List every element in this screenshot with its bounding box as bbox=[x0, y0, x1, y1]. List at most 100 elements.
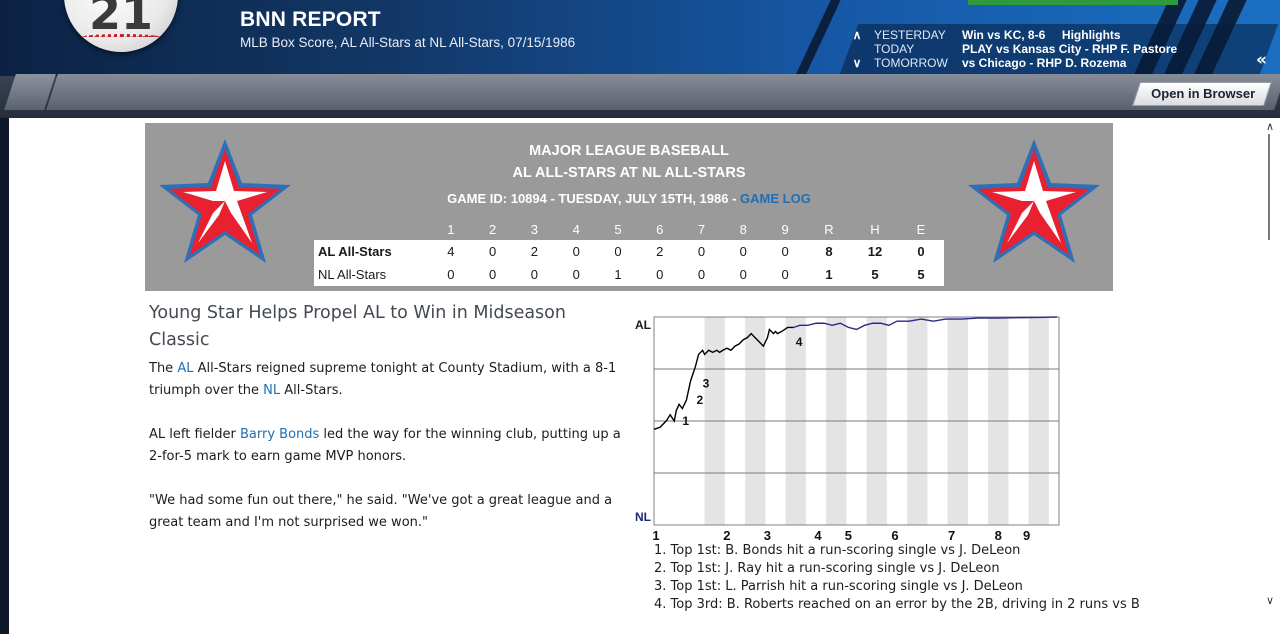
linescore-inning-runs: 0 bbox=[722, 240, 765, 263]
linescore-inning-runs: 0 bbox=[680, 263, 723, 286]
chart-inning-tick-label: 5 bbox=[845, 528, 852, 543]
linescore-header-inning: 2 bbox=[471, 218, 514, 240]
scoring-plays-list: 1. Top 1st: B. Bonds hit a run-scoring s… bbox=[654, 542, 1214, 614]
linescore-inning-runs: 0 bbox=[638, 263, 681, 286]
article-headline: Young Star Helps Propel AL to Win in Mid… bbox=[149, 303, 566, 350]
linescore-inning-runs: 2 bbox=[638, 240, 681, 263]
linescore-team-name[interactable]: AL All-Stars bbox=[314, 240, 430, 263]
app-header: 21 BNN REPORT MLB Box Score, AL All-Star… bbox=[0, 0, 1280, 76]
report-content: MAJOR LEAGUE BASEBALL AL ALL-STARS AT NL… bbox=[9, 118, 1260, 634]
linescore-inning-runs: 1 bbox=[597, 263, 639, 286]
scroll-down-icon[interactable]: ∨ bbox=[1265, 594, 1275, 607]
game-info: GAME ID: 10894 - TUESDAY, JULY 15TH, 198… bbox=[145, 191, 1113, 206]
linescore-row-away: AL All-Stars 4 0 2 0 0 2 0 0 0 8 12 0 bbox=[314, 240, 944, 263]
linescore-header-inning: 4 bbox=[555, 218, 598, 240]
linescore-header-inning: 7 bbox=[680, 218, 723, 240]
chart-frame bbox=[653, 316, 1060, 526]
chart-inning-tick-label: 8 bbox=[995, 528, 1002, 543]
all-star-star-icon bbox=[964, 135, 1104, 269]
chart-annotation-label: 4 bbox=[796, 335, 803, 349]
chart-inning-tick-label: 4 bbox=[814, 528, 822, 543]
article-text: AL left fielder bbox=[149, 427, 240, 442]
linescore-inning-runs: 0 bbox=[471, 240, 514, 263]
scoring-play: 4. Top 3rd: B. Roberts reached on an err… bbox=[654, 597, 1140, 612]
linescore-header-row: 1 2 3 4 5 6 7 8 9 R H E bbox=[314, 218, 944, 240]
page-subtitle: MLB Box Score, AL All-Stars at NL All-St… bbox=[240, 35, 576, 50]
schedule-value[interactable]: vs Chicago - RHP D. Rozema bbox=[962, 56, 1127, 70]
linescore-header-hits: H bbox=[852, 218, 898, 240]
article: Young Star Helps Propel AL to Win in Mid… bbox=[149, 300, 621, 556]
chart-inning-tick-label: 1 bbox=[652, 528, 659, 543]
chart-inning-ticks: 1 2 3 4 5 6 7 8 9 bbox=[652, 528, 1030, 543]
article-text: All-Stars reigned supreme tonight at Cou… bbox=[149, 361, 617, 398]
league-title: MAJOR LEAGUE BASEBALL bbox=[529, 143, 729, 159]
linescore-header-runs: R bbox=[806, 218, 852, 240]
linescore-inning-runs: 0 bbox=[764, 240, 806, 263]
collapse-double-chevron-icon[interactable]: « bbox=[1256, 50, 1267, 70]
article-text: led the way for the winning club, puttin… bbox=[149, 427, 621, 464]
scroll-up-icon[interactable]: ∧ bbox=[1265, 120, 1275, 133]
chevron-up-icon[interactable]: ∧ bbox=[852, 28, 862, 42]
linescore-team-name[interactable]: NL All-Stars bbox=[314, 263, 430, 286]
linescore-header-inning: 6 bbox=[638, 218, 681, 240]
linescore-inning-runs: 0 bbox=[555, 240, 598, 263]
schedule-day: YESTERDAY bbox=[874, 28, 946, 42]
player-link-barry-bonds[interactable]: Barry Bonds bbox=[239, 427, 320, 442]
chevron-down-icon[interactable]: ∨ bbox=[852, 56, 862, 70]
team-link-nl[interactable]: NL bbox=[263, 383, 281, 398]
linescore-total-hits: 5 bbox=[852, 263, 898, 286]
team-link-al[interactable]: AL bbox=[177, 361, 194, 376]
all-star-star-icon bbox=[155, 135, 295, 269]
chart-inning-tick-label: 3 bbox=[764, 528, 771, 543]
scrollbar[interactable]: ∧ ∨ bbox=[1260, 118, 1280, 634]
linescore-header-inning: 3 bbox=[513, 218, 556, 240]
scrollbar-thumb[interactable] bbox=[1268, 134, 1270, 240]
game-logo[interactable]: 21 bbox=[64, 0, 178, 52]
scoring-play: 2. Top 1st: J. Ray hit a run-scoring sin… bbox=[654, 561, 1000, 576]
open-in-browser-label: Open in Browser bbox=[1151, 86, 1256, 101]
linescore-inning-runs: 2 bbox=[513, 240, 556, 263]
linescore-header-team bbox=[314, 218, 430, 240]
header-stripe bbox=[788, 0, 846, 76]
linescore-total-runs: 8 bbox=[806, 240, 852, 263]
schedule-day: TOMORROW bbox=[874, 56, 948, 70]
linescore-inning-runs: 0 bbox=[722, 263, 765, 286]
matchup-title: AL ALL-STARS AT NL ALL-STARS bbox=[512, 165, 746, 181]
linescore-inning-runs: 0 bbox=[471, 263, 514, 286]
chart-inning-tick-label: 7 bbox=[948, 528, 955, 543]
linescore-total-runs: 1 bbox=[806, 263, 852, 286]
chart-series bbox=[653, 316, 1057, 430]
linescore-header-inning: 1 bbox=[430, 218, 472, 240]
chart-inning-tick-label: 2 bbox=[723, 528, 730, 543]
linescore-header-inning: 9 bbox=[764, 218, 806, 240]
linescore-row-home: NL All-Stars 0 0 0 0 1 0 0 0 0 1 5 5 bbox=[314, 263, 944, 286]
article-paragraph: The AL All-Stars reigned supreme tonight… bbox=[149, 358, 621, 402]
linescore-total-errors: 0 bbox=[898, 240, 944, 263]
article-paragraph: "We had some fun out there," he said. "W… bbox=[149, 493, 613, 530]
game-info-text: GAME ID: 10894 - TUESDAY, JULY 15TH, 198… bbox=[447, 191, 741, 206]
header-accent-bar bbox=[968, 0, 1178, 5]
chart-annotation-label: 1 bbox=[682, 414, 689, 428]
toolbar bbox=[0, 74, 1280, 118]
schedule-value[interactable]: Win vs KC, 8-6 Highlights bbox=[962, 28, 1121, 42]
baseball-seam-icon bbox=[82, 34, 160, 40]
chart-annotation-label: 3 bbox=[703, 377, 710, 391]
chart-series-line-late bbox=[793, 316, 1057, 331]
linescore-header-errors: E bbox=[898, 218, 944, 240]
linescore-inning-runs: 0 bbox=[764, 263, 806, 286]
linescore-table: 1 2 3 4 5 6 7 8 9 R H E AL All-Stars 4 bbox=[314, 218, 944, 286]
schedule-value[interactable]: PLAY vs Kansas City - RHP F. Pastore bbox=[962, 42, 1178, 56]
game-log-link[interactable]: GAME LOG bbox=[740, 191, 811, 206]
page-title: BNN REPORT bbox=[240, 8, 381, 31]
schedule-day: TODAY bbox=[874, 42, 915, 56]
linescore-total-errors: 5 bbox=[898, 263, 944, 286]
linescore-header-inning: 8 bbox=[722, 218, 765, 240]
linescore-inning-runs: 0 bbox=[513, 263, 556, 286]
chart-inning-tick-label: 9 bbox=[1023, 528, 1030, 543]
scoring-play: 3. Top 1st: L. Parrish hit a run-scoring… bbox=[654, 579, 1023, 594]
chart-top-label: AL bbox=[635, 318, 651, 332]
open-in-browser-button[interactable]: Open in Browser bbox=[1132, 82, 1272, 106]
chart-gridlines bbox=[654, 368, 1059, 474]
linescore-inning-runs: 0 bbox=[680, 240, 723, 263]
